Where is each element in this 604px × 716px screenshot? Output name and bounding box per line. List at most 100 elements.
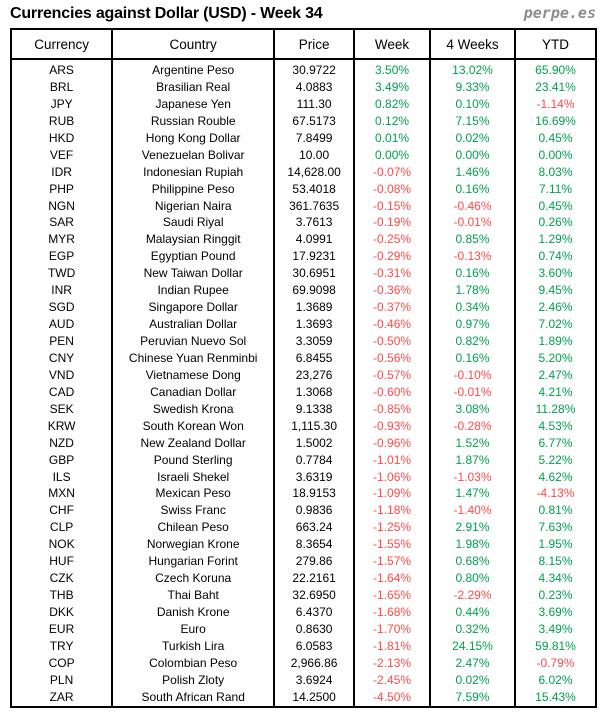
cell-currency: HKD — [9, 129, 114, 147]
col-header-currency: Currency — [9, 29, 114, 60]
table-row: VND Vietnamese Dong 23,276 -0.57% -0.10% 2.47… — [9, 366, 597, 384]
table-row: NGN Nigerian Naira 361.7635 -0.15% -0.46% 0.4… — [9, 197, 597, 215]
cell-ytd: 6.77% — [514, 434, 597, 452]
table-row: PEN Peruvian Nuevo Sol 3.3059 -0.50% 0.82% 1.… — [9, 333, 597, 350]
cell-week: -1.81% — [353, 637, 431, 655]
col-header-ytd: YTD — [514, 29, 597, 60]
table-row: ZAR South African Rand 14.2500 -4.50% 7.59% 1… — [9, 688, 597, 707]
table-row: DKK Danish Krone 6.4370 -1.68% 0.44% 3.69% — [9, 604, 597, 621]
cell-week: -0.96% — [353, 434, 431, 452]
table-row: PLN Polish Zloty 3.6924 -2.45% 0.02% 6.02% — [9, 671, 597, 689]
cell-country: Mexican Peso — [111, 485, 276, 503]
table-row: AUD Australian Dollar 1.3693 -0.46% 0.97% 7.0… — [9, 316, 597, 333]
cell-week: -0.07% — [353, 163, 431, 181]
cell-currency: KRW — [9, 417, 114, 435]
currency-report-page: Currencies against Dollar (USD) - Week 3… — [0, 4, 604, 716]
cell-country: New Zealand Dollar — [111, 434, 276, 452]
cell-week: -0.08% — [353, 180, 431, 198]
cell-country: Japanese Yen — [111, 95, 276, 113]
cell-price: 663.24 — [273, 519, 356, 537]
cell-ytd: 11.28% — [514, 400, 597, 418]
cell-week: -0.56% — [353, 349, 431, 367]
titlebar: Currencies against Dollar (USD) - Week 3… — [10, 4, 596, 26]
cell-four_weeks: -0.01% — [428, 214, 517, 232]
cell-four_weeks: -1.40% — [428, 502, 517, 520]
col-header-price: Price — [273, 29, 356, 60]
cell-ytd: 0.26% — [514, 214, 597, 232]
cell-ytd: 3.49% — [514, 620, 597, 638]
cell-currency: JPY — [9, 95, 114, 113]
currency-table: Currency Country Price Week 4 Weeks YTD … — [9, 28, 597, 708]
cell-four_weeks: 1.98% — [428, 536, 517, 554]
cell-week: 0.12% — [353, 112, 431, 130]
cell-ytd: 4.53% — [514, 417, 597, 435]
cell-week: 0.01% — [353, 129, 431, 147]
cell-currency: MXN — [9, 485, 114, 503]
cell-four_weeks: 0.44% — [428, 604, 517, 621]
cell-ytd: 4.34% — [514, 570, 597, 588]
table-row: VEF Venezuelan Bolivar 10.00 0.00% 0.00% 0.00… — [9, 146, 597, 164]
cell-country: Canadian Dollar — [111, 383, 276, 401]
cell-currency: TWD — [9, 265, 114, 283]
cell-price: 361.7635 — [273, 197, 356, 215]
cell-ytd: 7.63% — [514, 519, 597, 537]
cell-currency: NZD — [9, 434, 114, 452]
cell-four_weeks: -1.03% — [428, 468, 517, 486]
cell-price: 4.0883 — [273, 78, 356, 96]
cell-ytd: 8.03% — [514, 163, 597, 181]
cell-price: 1.5002 — [273, 434, 356, 452]
cell-four_weeks: 3.08% — [428, 400, 517, 418]
cell-price: 1.3689 — [273, 299, 356, 317]
cell-week: -0.29% — [353, 248, 431, 266]
cell-currency: NGN — [9, 197, 114, 215]
cell-week: -0.60% — [353, 383, 431, 401]
table-row: EGP Egyptian Pound 17.9231 -0.29% -0.13% 0.74… — [9, 248, 597, 266]
cell-four_weeks: 0.16% — [428, 265, 517, 283]
col-header-4weeks: 4 Weeks — [428, 29, 517, 60]
cell-price: 9.1338 — [273, 400, 356, 418]
cell-currency: ARS — [9, 59, 114, 79]
cell-currency: AUD — [9, 316, 114, 333]
cell-price: 4.0991 — [273, 231, 356, 249]
cell-week: -1.01% — [353, 451, 431, 469]
cell-price: 30.6951 — [273, 265, 356, 283]
table-row: TWD New Taiwan Dollar 30.6951 -0.31% 0.16% 3.… — [9, 265, 597, 283]
cell-country: Hungarian Forint — [111, 553, 276, 571]
cell-currency: CAD — [9, 383, 114, 401]
cell-currency: VND — [9, 366, 114, 384]
cell-four_weeks: -0.28% — [428, 417, 517, 435]
cell-country: Egyptian Pound — [111, 248, 276, 266]
table-row: NOK Norwegian Krone 8.3654 -1.55% 1.98% 1.95% — [9, 536, 597, 554]
cell-ytd: 0.45% — [514, 197, 597, 215]
cell-price: 30.9722 — [273, 59, 356, 79]
cell-currency: DKK — [9, 604, 114, 621]
cell-country: Swedish Krona — [111, 400, 276, 418]
cell-ytd: -1.14% — [514, 95, 597, 113]
cell-country: Indian Rupee — [111, 282, 276, 300]
table-row: CLP Chilean Peso 663.24 -1.25% 2.91% 7.63% — [9, 519, 597, 537]
cell-country: Hong Kong Dollar — [111, 129, 276, 147]
cell-four_weeks: 2.47% — [428, 654, 517, 672]
cell-country: Venezuelan Bolivar — [111, 146, 276, 164]
brand-link[interactable]: perpe.es — [523, 4, 596, 22]
cell-price: 6.0583 — [273, 637, 356, 655]
cell-currency: THB — [9, 587, 114, 604]
page-title: Currencies against Dollar (USD) - Week 3… — [10, 5, 323, 22]
cell-week: -1.65% — [353, 587, 431, 604]
table-row: INR Indian Rupee 69.9098 -0.36% 1.78% 9.45% — [9, 282, 597, 300]
cell-four_weeks: 7.15% — [428, 112, 517, 130]
cell-ytd: 23.41% — [514, 78, 597, 96]
cell-four_weeks: 7.59% — [428, 688, 517, 707]
cell-four_weeks: -2.29% — [428, 587, 517, 604]
table-row: TRY Turkish Lira 6.0583 -1.81% 24.15% 59.81% — [9, 637, 597, 655]
cell-price: 7.8499 — [273, 129, 356, 147]
cell-four_weeks: 1.78% — [428, 282, 517, 300]
cell-ytd: -0.79% — [514, 654, 597, 672]
table-row: CHF Swiss Franc 0.9836 -1.18% -1.40% 0.81% — [9, 502, 597, 520]
cell-four_weeks: 0.02% — [428, 129, 517, 147]
cell-currency: CHF — [9, 502, 114, 520]
table-row: SGD Singapore Dollar 1.3689 -0.37% 0.34% 2.46… — [9, 299, 597, 317]
cell-currency: RUB — [9, 112, 114, 130]
table-row: MXN Mexican Peso 18.9153 -1.09% 1.47% -4.13% — [9, 485, 597, 503]
cell-four_weeks: 2.91% — [428, 519, 517, 537]
